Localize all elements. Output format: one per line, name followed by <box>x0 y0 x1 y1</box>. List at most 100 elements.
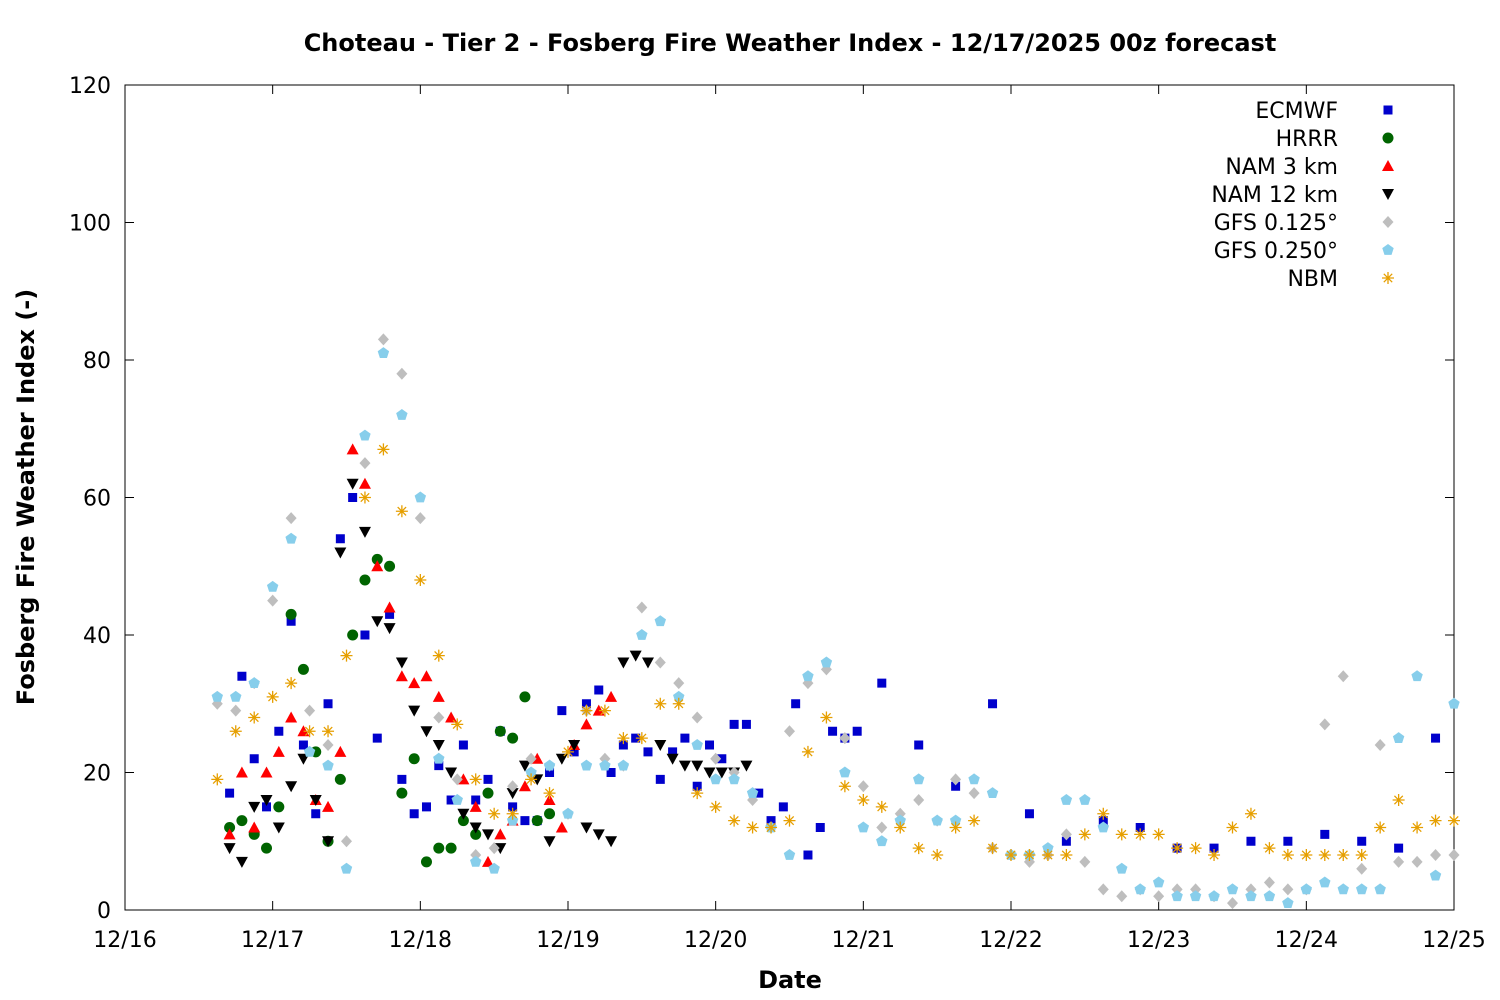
gfs-0-250-point <box>230 690 242 702</box>
gfs-0-250-point <box>1337 883 1349 895</box>
hrrr-point <box>273 801 285 813</box>
ecmwf-point <box>323 699 333 709</box>
gfs-0-125-point <box>322 739 334 751</box>
nbm-point <box>598 704 611 717</box>
gfs-0-125-point <box>1448 849 1460 861</box>
nam-3-km-point <box>469 800 482 812</box>
nbm-point <box>709 800 722 813</box>
gfs-0-250-point <box>1208 890 1220 902</box>
hrrr-point <box>433 842 445 854</box>
nam-12-km-point <box>432 740 445 751</box>
gfs-0-125-point <box>1116 890 1128 903</box>
nam-12-km-point <box>334 547 347 559</box>
hrrr-point <box>261 842 273 854</box>
ecmwf-point <box>1283 836 1293 846</box>
nbm-point <box>894 821 907 834</box>
nbm-point <box>414 574 427 586</box>
gfs-0-125-point <box>1356 862 1368 875</box>
data-points <box>211 333 1460 910</box>
x-tick-label: 12/23 <box>1127 928 1190 953</box>
nbm-point <box>377 443 390 456</box>
nam-12-km-point <box>235 856 248 868</box>
nbm-point <box>1189 842 1202 855</box>
hrrr-point <box>507 732 519 744</box>
nbm-point <box>1300 849 1313 861</box>
legend-label-nbm: NBM <box>1287 267 1338 292</box>
gfs-0-125-point <box>1411 855 1423 868</box>
legend-label-ecmwf: ECMWF <box>1255 99 1338 124</box>
nam-3-km-point <box>223 828 236 840</box>
nbm-point <box>248 711 261 724</box>
nbm-point <box>1281 849 1294 861</box>
x-tick-label: 12/25 <box>1422 928 1485 953</box>
gfs-0-125-point <box>913 794 925 806</box>
ecmwf-point <box>717 754 727 764</box>
nam-12-km-point <box>358 526 371 538</box>
nbm-point <box>358 491 371 504</box>
nbm-point <box>1226 821 1239 834</box>
nam-3-km-point <box>482 855 495 867</box>
nbm-point <box>469 773 482 786</box>
nam-3-km-point <box>408 677 421 689</box>
ecmwf-point <box>286 616 296 626</box>
legend-marker-ecmwf <box>1383 105 1393 115</box>
ecmwf-point <box>569 747 579 757</box>
nam-12-km-point <box>666 753 679 765</box>
nam-3-km-point <box>445 711 458 723</box>
nam-12-km-point <box>740 760 753 772</box>
nam-12-km-point <box>223 843 236 855</box>
nbm-point <box>1263 842 1276 855</box>
nam-12-km-point <box>469 822 482 834</box>
nbm-point <box>506 807 519 820</box>
ecmwf-point <box>397 774 407 784</box>
nbm-point <box>1318 849 1331 861</box>
gfs-0-250-point <box>673 690 685 702</box>
gfs-0-125-point <box>451 773 463 786</box>
ecmwf-point <box>1024 809 1034 819</box>
chart-title: Choteau - Tier 2 - Fosberg Fire Weather … <box>304 29 1277 57</box>
gfs-0-250-point <box>876 835 888 847</box>
nbm-point <box>1078 828 1091 841</box>
gfs-0-250-point <box>580 759 593 771</box>
nbm-point <box>451 718 464 731</box>
ecmwf-point <box>1357 836 1367 846</box>
ecmwf-point <box>508 802 518 812</box>
ecmwf-point <box>434 761 444 771</box>
nam-3-km-point <box>395 670 408 682</box>
hrrr-point <box>236 815 248 827</box>
ecmwf-point <box>557 706 567 716</box>
gfs-0-250-point <box>709 773 722 785</box>
nbm-point <box>1411 821 1424 834</box>
gfs-0-250-point <box>303 745 316 757</box>
nbm-point <box>912 842 925 855</box>
nbm-point <box>986 842 999 855</box>
ecmwf-point <box>692 781 702 791</box>
ecmwf-point <box>914 740 924 750</box>
ecmwf-point <box>705 740 715 750</box>
ecmwf-point <box>631 733 641 743</box>
gfs-0-250-point <box>949 814 962 826</box>
nbm-point <box>1374 821 1387 834</box>
nbm-point <box>1429 814 1442 827</box>
gfs-0-125-point <box>285 512 297 525</box>
nbm-point <box>1005 849 1017 861</box>
gfs-0-250-point <box>433 752 445 764</box>
nbm-point <box>838 780 851 793</box>
gfs-0-250-point <box>1097 821 1109 833</box>
nbm-point <box>801 745 814 758</box>
nbm-point <box>1041 849 1054 861</box>
gfs-0-125-point <box>1060 828 1072 841</box>
gfs-0-125-point <box>950 773 962 786</box>
gfs-0-125-point <box>636 601 648 614</box>
nbm-point <box>488 807 501 820</box>
nam-3-km-point <box>518 780 531 792</box>
gfs-0-250-point <box>1116 862 1128 874</box>
ecmwf-point <box>545 768 555 777</box>
hrrr-point <box>482 787 494 799</box>
nam-12-km-point <box>395 657 408 669</box>
nam-3-km-point <box>420 670 433 682</box>
nam-12-km-point <box>555 753 568 765</box>
x-tick-label: 12/21 <box>832 928 895 953</box>
y-tick-label: 60 <box>83 487 111 512</box>
nam-3-km-point <box>555 821 568 833</box>
